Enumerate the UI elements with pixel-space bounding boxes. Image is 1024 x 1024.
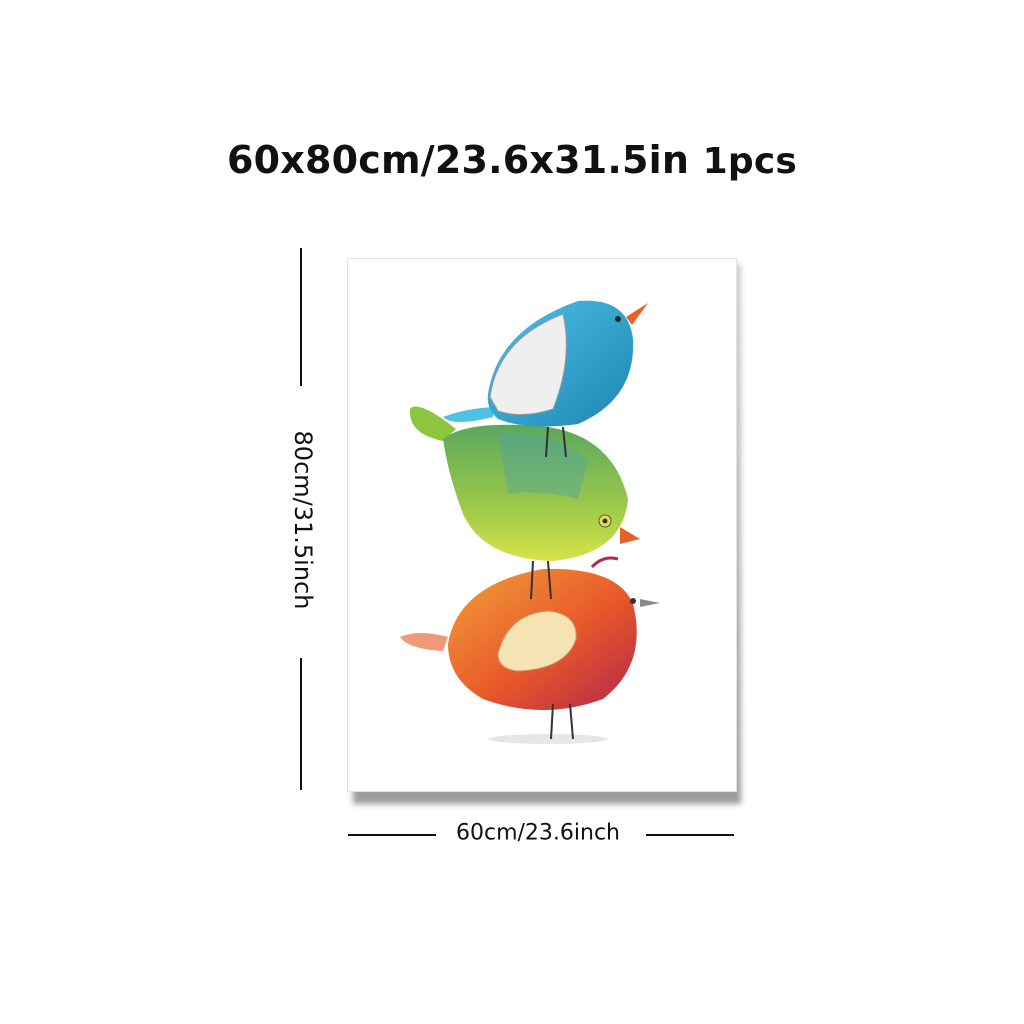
canvas-print [347, 258, 741, 804]
width-line-left [348, 834, 436, 836]
height-line-bottom [300, 658, 302, 790]
bottom-bird [400, 556, 660, 740]
width-line-right [646, 834, 734, 836]
product-size-title: 60x80cm/23.6x31.5in 1pcs [0, 138, 1024, 182]
quantity-text: 1pcs [702, 141, 797, 182]
width-label: 60cm/23.6inch [455, 820, 621, 846]
birds-illustration [400, 300, 660, 744]
ground-shadow [488, 734, 608, 744]
height-line-top [300, 248, 302, 386]
top-bird [443, 300, 648, 458]
canvas-artwork [347, 258, 737, 792]
middle-bird [409, 406, 640, 600]
size-text: 60x80cm/23.6x31.5in [226, 138, 690, 182]
height-label: 80cm/31.5inch [289, 430, 317, 610]
